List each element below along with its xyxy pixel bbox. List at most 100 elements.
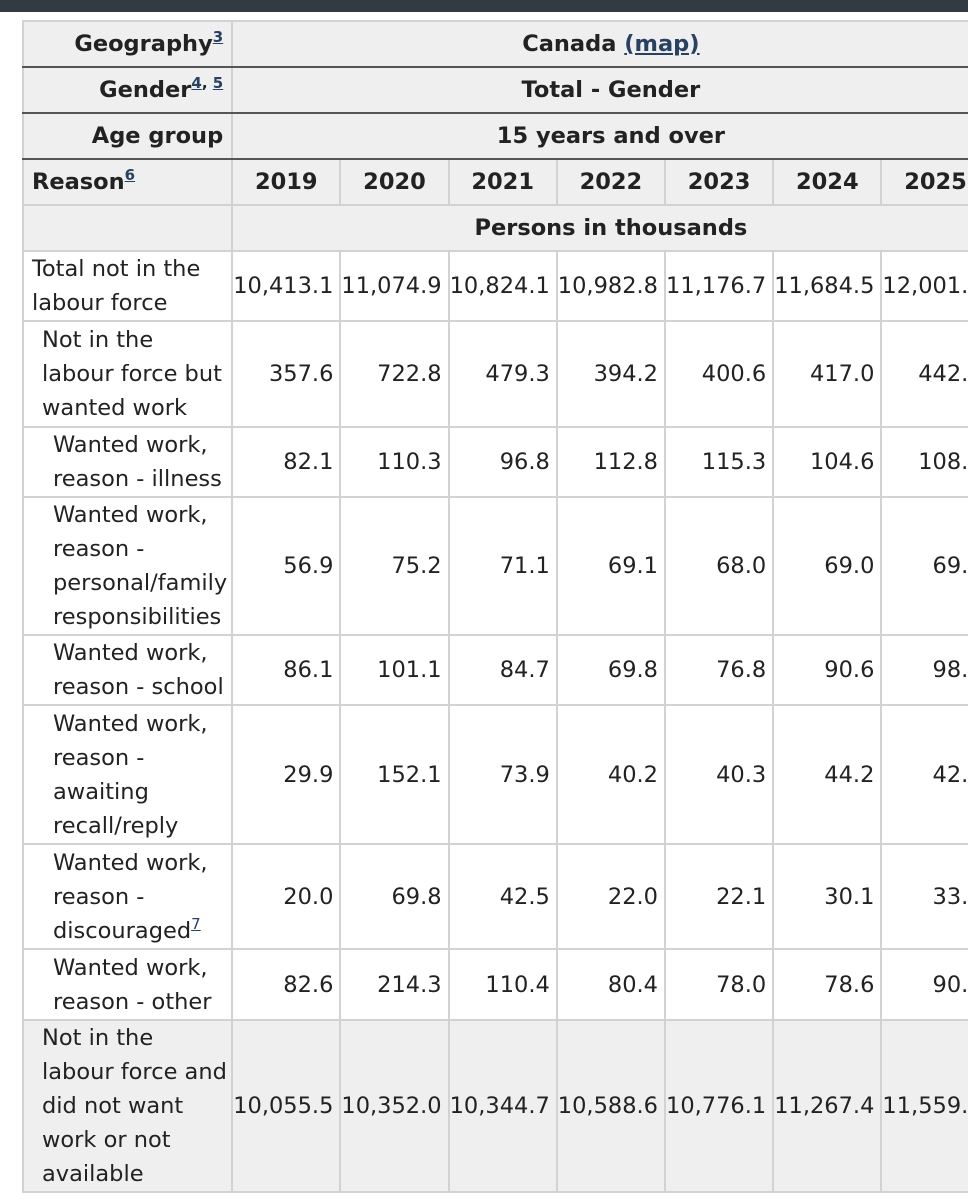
data-cell: 75.2 [339, 496, 450, 636]
data-cell: 90.6 [772, 634, 883, 706]
data-cell: 10,982.8 [555, 250, 667, 322]
age-group-value: 15 years and over [231, 112, 968, 160]
data-cell: 10,055.5 [231, 1019, 342, 1193]
data-cell: 11,684.5 [772, 250, 883, 322]
reason-year-row: Reason6 2019 2020 2021 2022 2023 2024 20… [21, 158, 968, 206]
table-row: Total not in the labour force 10,413.1 1… [21, 250, 968, 322]
data-cell: 152.1 [339, 704, 450, 845]
data-cell: 80.4 [555, 948, 667, 1021]
data-cell: 78.6 [772, 948, 883, 1021]
gender-label: Gender [99, 77, 192, 103]
data-cell: 12,001.8 [880, 250, 968, 322]
data-cell: 86.1 [231, 634, 342, 706]
geography-footnote-link[interactable]: 3 [212, 28, 224, 46]
units-blank-cell [21, 204, 234, 252]
data-cell: 394.2 [555, 320, 667, 428]
year-header[interactable]: 2023 [663, 158, 775, 206]
data-cell: 722.8 [339, 320, 450, 428]
data-cell: 101.1 [339, 634, 450, 706]
data-cell: 10,588.6 [555, 1019, 667, 1193]
row-label: Total not in the labour force [21, 250, 234, 322]
data-cell: 214.3 [339, 948, 450, 1021]
data-cell: 84.7 [447, 634, 558, 706]
geography-row: Geography3 Canada (map) [21, 20, 968, 68]
discouraged-footnote-link[interactable]: 7 [191, 914, 201, 933]
units-label: Persons in thousands [231, 204, 968, 252]
data-cell: 22.0 [555, 843, 667, 950]
data-cell: 10,344.7 [447, 1019, 558, 1193]
row-label: Wanted work, reason - school [21, 634, 234, 706]
table-row: Wanted work, reason - awaiting recall/re… [21, 704, 968, 845]
data-cell: 82.6 [231, 948, 342, 1021]
data-cell: 11,176.7 [663, 250, 775, 322]
data-cell: 442.7 [880, 320, 968, 428]
age-group-row: Age group 15 years and over [21, 112, 968, 160]
data-cell: 115.3 [663, 426, 775, 498]
data-cell: 10,413.1 [231, 250, 342, 322]
data-cell: 104.6 [772, 426, 883, 498]
table-body: Total not in the labour force 10,413.1 1… [21, 250, 968, 1193]
year-header[interactable]: 2021 [447, 158, 558, 206]
data-cell: 98.3 [880, 634, 968, 706]
row-label: Not in the labour force but wanted work [21, 320, 234, 428]
data-cell: 20.0 [231, 843, 342, 950]
data-cell: 69.8 [555, 634, 667, 706]
data-cell: 71.1 [447, 496, 558, 636]
table-row: Wanted work, reason - discouraged7 20.0 … [21, 843, 968, 950]
data-cell: 56.9 [231, 496, 342, 636]
data-cell: 11,267.4 [772, 1019, 883, 1193]
gender-value: Total - Gender [231, 66, 968, 114]
data-cell: 417.0 [772, 320, 883, 428]
year-header[interactable]: 2020 [339, 158, 450, 206]
table-row: Wanted work, reason - illness 82.1 110.3… [21, 426, 968, 498]
data-cell: 22.1 [663, 843, 775, 950]
data-cell: 44.2 [772, 704, 883, 845]
data-cell: 42.5 [447, 843, 558, 950]
data-cell: 33.5 [880, 843, 968, 950]
data-cell: 30.1 [772, 843, 883, 950]
data-cell: 110.3 [339, 426, 450, 498]
data-cell: 69.1 [555, 496, 667, 636]
data-cell: 42.5 [880, 704, 968, 845]
data-cell: 10,776.1 [663, 1019, 775, 1193]
data-cell: 10,824.1 [447, 250, 558, 322]
data-cell: 11,559.1 [880, 1019, 968, 1193]
row-label: Not in the labour force and did not want… [21, 1019, 234, 1193]
year-header[interactable]: 2019 [231, 158, 342, 206]
data-cell: 40.3 [663, 704, 775, 845]
year-header[interactable]: 2024 [772, 158, 883, 206]
geography-value-cell: Canada (map) [231, 20, 968, 68]
data-cell: 69.9 [880, 496, 968, 636]
table-row: Wanted work, reason - other 82.6 214.3 1… [21, 948, 968, 1021]
row-label: Wanted work, reason - other [21, 948, 234, 1021]
data-cell: 479.3 [447, 320, 558, 428]
top-bar [0, 0, 968, 12]
data-cell: 11,074.9 [339, 250, 450, 322]
data-cell: 68.0 [663, 496, 775, 636]
reason-header: Reason6 [21, 158, 234, 206]
geography-label: Geography [74, 31, 213, 57]
gender-footnote-link-b[interactable]: 5 [212, 74, 224, 92]
gender-header: Gender4, 5 [21, 66, 234, 114]
geography-header: Geography3 [21, 20, 234, 68]
year-header[interactable]: 2025 [880, 158, 968, 206]
year-header[interactable]: 2022 [555, 158, 667, 206]
map-link[interactable]: (map) [624, 31, 700, 57]
data-cell: 69.0 [772, 496, 883, 636]
data-cell: 69.8 [339, 843, 450, 950]
row-label: Wanted work, reason - personal/family re… [21, 496, 234, 636]
data-cell: 78.0 [663, 948, 775, 1021]
reason-footnote-link[interactable]: 6 [124, 166, 136, 184]
table-row: Wanted work, reason - personal/family re… [21, 496, 968, 636]
gender-footnote-link-a[interactable]: 4 [191, 74, 202, 92]
data-cell: 112.8 [555, 426, 667, 498]
data-cell: 73.9 [447, 704, 558, 845]
reason-label: Reason [32, 169, 125, 195]
table-row: Wanted work, reason - school 86.1 101.1 … [21, 634, 968, 706]
row-label: Wanted work, reason - discouraged7 [21, 843, 234, 950]
data-cell: 29.9 [231, 704, 342, 845]
data-cell: 76.8 [663, 634, 775, 706]
data-cell: 40.2 [555, 704, 667, 845]
gender-row: Gender4, 5 Total - Gender [21, 66, 968, 114]
table-row: Not in the labour force and did not want… [21, 1019, 968, 1193]
